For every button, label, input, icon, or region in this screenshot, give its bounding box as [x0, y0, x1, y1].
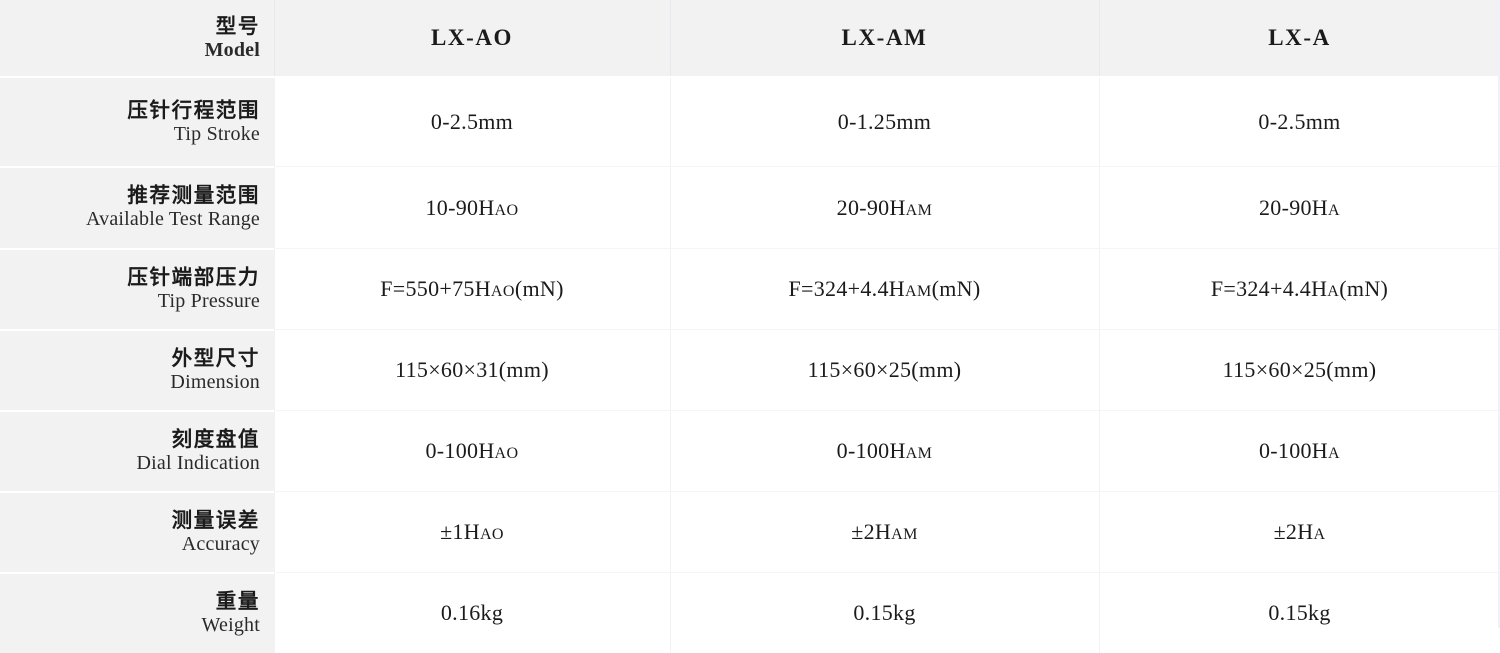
- cell-value: 20-90HAM: [670, 167, 1099, 249]
- row-label: 压针端部压力 Tip Pressure: [0, 249, 274, 330]
- cell-value: 0.15kg: [1099, 573, 1500, 653]
- cell-value: 0-100HAM: [670, 411, 1099, 492]
- header-model-2: LX-AM: [670, 0, 1099, 77]
- cell-value: 20-90HA: [1099, 167, 1500, 249]
- header-label-cn: 型号: [0, 15, 260, 39]
- row-label: 外型尺寸 Dimension: [0, 330, 274, 411]
- row-label-cn: 压针端部压力: [0, 266, 260, 290]
- row-label: 推荐测量范围 Available Test Range: [0, 167, 274, 249]
- table-header-row: 型号 Model LX-AO LX-AM LX-A: [0, 0, 1500, 77]
- row-label-cn: 外型尺寸: [0, 347, 260, 371]
- cell-value: F=324+4.4HA(mN): [1099, 249, 1500, 330]
- row-label-en: Weight: [0, 614, 260, 636]
- table-row: 压针行程范围 Tip Stroke 0-2.5mm 0-1.25mm 0-2.5…: [0, 77, 1500, 167]
- cell-value: 10-90HAO: [274, 167, 670, 249]
- row-label: 重量 Weight: [0, 573, 274, 653]
- row-label-cn: 推荐测量范围: [0, 184, 260, 208]
- header-label-en: Model: [0, 39, 260, 61]
- cell-value: 115×60×25(mm): [1099, 330, 1500, 411]
- row-label: 刻度盘值 Dial Indication: [0, 411, 274, 492]
- header-label-model: 型号 Model: [0, 0, 274, 77]
- cell-value: 115×60×31(mm): [274, 330, 670, 411]
- row-label-cn: 压针行程范围: [0, 99, 260, 123]
- cell-value: ±2HA: [1099, 492, 1500, 573]
- row-label-en: Available Test Range: [0, 208, 260, 230]
- cell-value: 0-2.5mm: [274, 77, 670, 167]
- cell-value: ±2HAM: [670, 492, 1099, 573]
- table-row: 外型尺寸 Dimension 115×60×31(mm) 115×60×25(m…: [0, 330, 1500, 411]
- row-label-en: Tip Pressure: [0, 290, 260, 312]
- cell-value: 0.15kg: [670, 573, 1099, 653]
- cell-value: ±1HAO: [274, 492, 670, 573]
- cell-value: F=324+4.4HAM(mN): [670, 249, 1099, 330]
- row-label-en: Tip Stroke: [0, 123, 260, 145]
- cell-value: 0-2.5mm: [1099, 77, 1500, 167]
- cell-value: 0.16kg: [274, 573, 670, 653]
- cell-value: 0-100HA: [1099, 411, 1500, 492]
- row-label-cn: 重量: [0, 590, 260, 614]
- table-row: 刻度盘值 Dial Indication 0-100HAO 0-100HAM 0…: [0, 411, 1500, 492]
- row-label: 测量误差 Accuracy: [0, 492, 274, 573]
- cell-value: 115×60×25(mm): [670, 330, 1099, 411]
- table-row: 重量 Weight 0.16kg 0.15kg 0.15kg: [0, 573, 1500, 653]
- row-label: 压针行程范围 Tip Stroke: [0, 77, 274, 167]
- row-label-en: Accuracy: [0, 533, 260, 555]
- row-label-cn: 测量误差: [0, 509, 260, 533]
- header-model-3: LX-A: [1099, 0, 1500, 77]
- table-row: 压针端部压力 Tip Pressure F=550+75HAO(mN) F=32…: [0, 249, 1500, 330]
- row-label-en: Dimension: [0, 371, 260, 393]
- header-model-1: LX-AO: [274, 0, 670, 77]
- table-row: 测量误差 Accuracy ±1HAO ±2HAM ±2HA: [0, 492, 1500, 573]
- row-label-cn: 刻度盘值: [0, 428, 260, 452]
- row-label-en: Dial Indication: [0, 452, 260, 474]
- table-row: 推荐测量范围 Available Test Range 10-90HAO 20-…: [0, 167, 1500, 249]
- cell-value: 0-1.25mm: [670, 77, 1099, 167]
- cell-value: F=550+75HAO(mN): [274, 249, 670, 330]
- cell-value: 0-100HAO: [274, 411, 670, 492]
